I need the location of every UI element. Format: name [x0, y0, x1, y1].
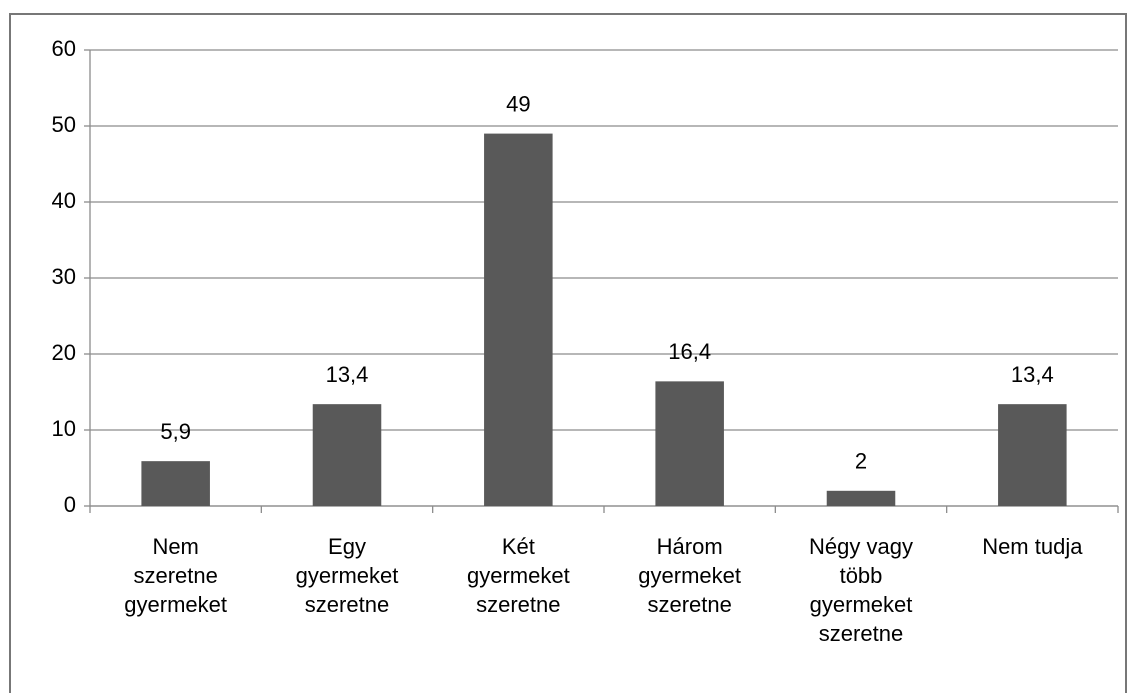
x-tick-label: Három gyermeket szeretne [638, 534, 741, 617]
data-label: 13,4 [326, 362, 369, 387]
data-label: 13,4 [1011, 362, 1054, 387]
bar [998, 404, 1067, 506]
bar [826, 490, 896, 506]
y-tick-label: 40 [52, 188, 76, 213]
x-tick-label: Két gyermeket szeretne [467, 534, 570, 617]
y-tick-label: 10 [52, 416, 76, 441]
bar [484, 133, 553, 506]
bar [655, 381, 724, 506]
x-tick-label: Nem tudja [982, 534, 1083, 559]
y-tick-label: 20 [52, 340, 76, 365]
bar [312, 404, 382, 506]
y-tick-label: 50 [52, 112, 76, 137]
y-tick-label: 30 [52, 264, 76, 289]
data-label: 49 [506, 91, 530, 116]
x-tick-label: Négy vagy több gyermeket szeretne [809, 534, 913, 646]
y-tick-label: 0 [64, 492, 76, 517]
x-tick-label: Egy gyermeket szeretne [296, 534, 399, 617]
data-label: 16,4 [668, 339, 711, 364]
bar [141, 461, 210, 506]
data-label: 5,9 [160, 419, 191, 444]
data-label: 2 [855, 449, 867, 474]
x-tick-label: Nem szeretne gyermeket [124, 534, 227, 617]
y-tick-label: 60 [52, 36, 76, 61]
